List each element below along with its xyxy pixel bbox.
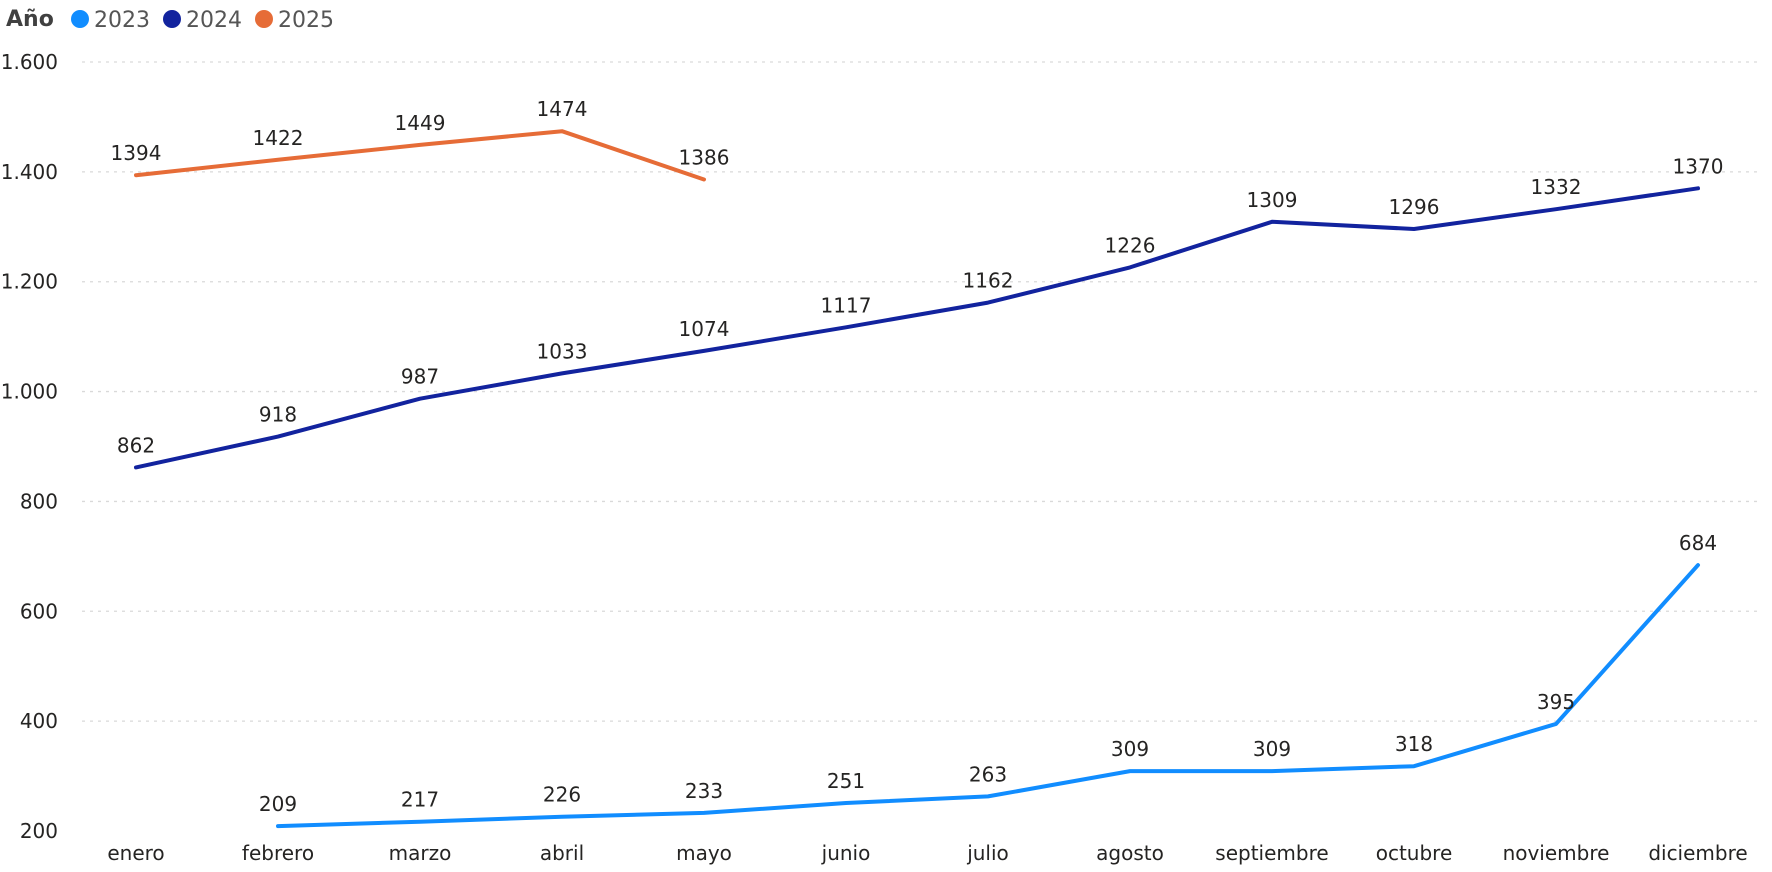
legend-marker-2023 xyxy=(71,10,89,28)
data-label-2023: 233 xyxy=(685,779,723,803)
data-label-2023: 309 xyxy=(1253,737,1291,761)
data-label-2025: 1394 xyxy=(111,141,162,165)
legend-title: Año xyxy=(6,7,54,32)
legend-marker-2025 xyxy=(255,10,273,28)
data-label-2024: 862 xyxy=(117,433,155,457)
data-label-2024: 1226 xyxy=(1105,233,1156,257)
y-tick-label: 1.400 xyxy=(1,160,58,184)
y-tick-label: 1.600 xyxy=(1,50,58,74)
x-tick-label: agosto xyxy=(1096,841,1164,865)
data-label-2024: 1162 xyxy=(963,269,1014,293)
x-tick-label: marzo xyxy=(389,841,452,865)
y-axis: 200 400 600 800 1.000 1.200 1.400 1.600 xyxy=(1,50,58,843)
data-label-2024: 987 xyxy=(401,365,439,389)
data-label-2024: 1033 xyxy=(537,339,588,363)
series-line-2024 xyxy=(134,186,1700,470)
data-label-2023: 217 xyxy=(401,788,439,812)
x-tick-label: febrero xyxy=(242,841,314,865)
data-label-2023: 263 xyxy=(969,762,1007,786)
data-label-2025: 1449 xyxy=(395,111,446,135)
series-group xyxy=(134,129,1700,829)
data-label-2023: 684 xyxy=(1679,531,1717,555)
legend-label-2024: 2024 xyxy=(186,8,242,33)
data-label-2024: 1370 xyxy=(1673,154,1724,178)
y-tick-label: 400 xyxy=(20,709,58,733)
series-line-2023 xyxy=(276,563,1700,829)
x-tick-label: septiembre xyxy=(1215,841,1328,865)
y-tick-label: 1.000 xyxy=(1,380,58,404)
legend: Año 2023 2024 2025 xyxy=(6,7,334,33)
data-label-2024: 1117 xyxy=(821,293,872,317)
legend-label-2023: 2023 xyxy=(94,8,150,33)
data-label-2023: 309 xyxy=(1111,737,1149,761)
legend-marker-2024 xyxy=(163,10,181,28)
data-label-2023: 209 xyxy=(259,792,297,816)
series-line-2025 xyxy=(134,129,706,182)
x-tick-label: mayo xyxy=(676,841,732,865)
x-tick-label: abril xyxy=(540,841,584,865)
y-tick-label: 200 xyxy=(20,819,58,843)
x-axis: enero febrero marzo abril mayo junio julio agos… xyxy=(107,841,1747,865)
data-label-2025: 1422 xyxy=(253,126,304,150)
y-tick-label: 1.200 xyxy=(1,270,58,294)
gridlines xyxy=(82,61,1758,722)
legend-label-2025: 2025 xyxy=(278,8,334,33)
x-tick-label: enero xyxy=(107,841,164,865)
data-label-2023: 318 xyxy=(1395,732,1433,756)
data-label-2024: 1309 xyxy=(1247,188,1298,212)
x-tick-label: octubre xyxy=(1376,841,1453,865)
data-label-2025: 1386 xyxy=(679,146,730,170)
data-label-2025: 1474 xyxy=(537,97,588,121)
data-label-2024: 1074 xyxy=(679,317,730,341)
x-tick-label: diciembre xyxy=(1648,841,1747,865)
y-tick-label: 600 xyxy=(20,599,58,623)
data-label-2023: 395 xyxy=(1537,690,1575,714)
data-label-2024: 1296 xyxy=(1389,195,1440,219)
x-tick-label: julio xyxy=(966,841,1009,865)
data-label-2023: 251 xyxy=(827,769,865,793)
data-label-2024: 1332 xyxy=(1531,175,1582,199)
data-labels: 209 217 226 233 251 263 309 309 318 395 684 862 918 9… xyxy=(111,97,1724,816)
data-label-2023: 226 xyxy=(543,783,581,807)
y-tick-label: 800 xyxy=(20,489,58,513)
data-label-2024: 918 xyxy=(259,403,297,427)
x-tick-label: noviembre xyxy=(1503,841,1610,865)
x-tick-label: junio xyxy=(821,841,871,865)
